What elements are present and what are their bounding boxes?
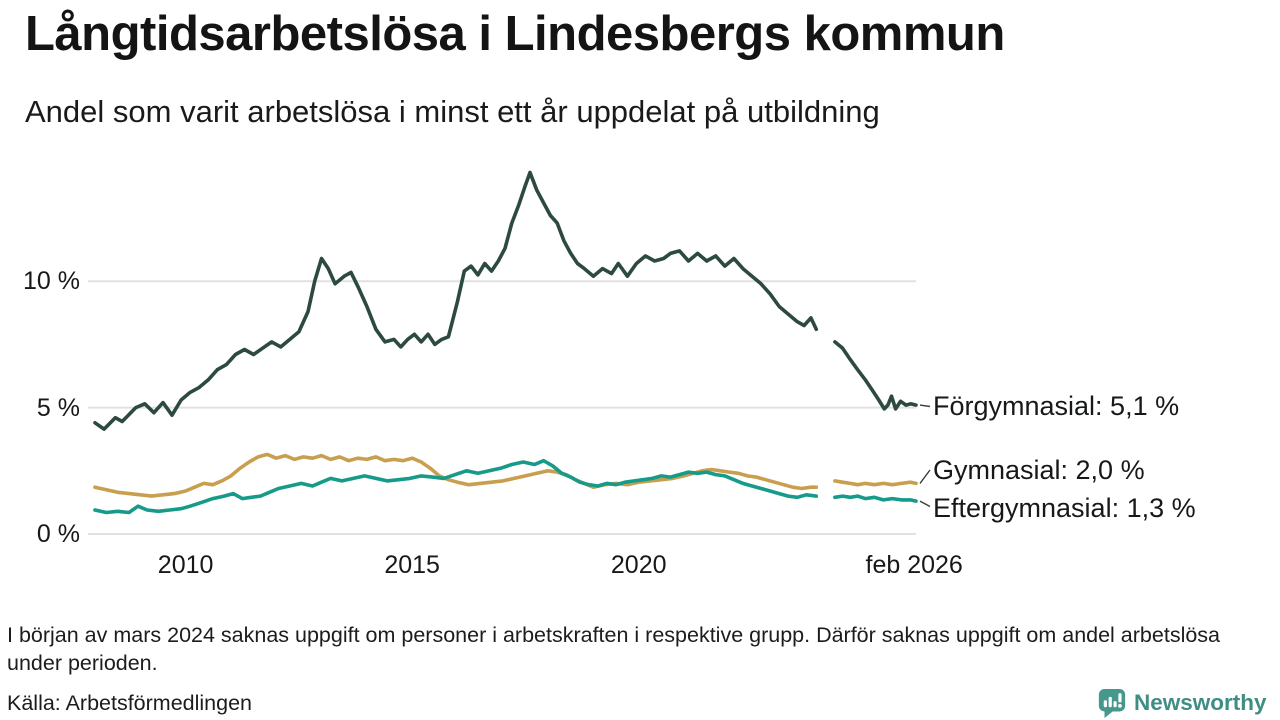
chart-footnote: I början av mars 2024 saknas uppgift om …: [7, 623, 1221, 676]
chart-subtitle: Andel som varit arbetslösa i minst ett å…: [25, 94, 880, 129]
series-line-eftergymnasial: [833, 494, 918, 503]
y-tick-label: 10 %: [23, 267, 80, 296]
y-tick-label: 0 %: [36, 520, 80, 548]
series-line-gymnasial: [93, 452, 819, 498]
x-tick-label: 2010: [157, 551, 214, 579]
series-line-forgymnasial: [93, 170, 819, 431]
series-label-eftergymnasial: Eftergymnasial: 1,3 %: [933, 493, 1196, 523]
newsworthy-logo: Newsworthy: [1097, 687, 1267, 719]
series-line-eftergymnasial: [93, 458, 819, 515]
newsworthy-logo-icon: [1098, 688, 1126, 718]
y-tick-label: 5 %: [36, 393, 80, 422]
series-label-forgymnasial: Förgymnasial: 5,1 %: [933, 391, 1180, 421]
series-line-gymnasial: [833, 479, 918, 487]
newsworthy-logo-text: Newsworthy: [1134, 690, 1267, 715]
series-line-forgymnasial: [833, 340, 918, 411]
label-leader-forgymnasial: [919, 404, 931, 408]
chart-title: Långtidsarbetslösa i Lindesbergs kommun: [25, 7, 1005, 61]
series-label-gymnasial: Gymnasial: 2,0 %: [933, 455, 1145, 485]
label-leader-gymnasial: [919, 469, 931, 484]
x-tick-label: feb 2026: [865, 551, 963, 579]
x-tick-label: 2020: [610, 551, 667, 579]
x-tick-label: 2015: [384, 551, 440, 579]
source-attribution: Källa: Arbetsförmedlingen: [7, 691, 253, 715]
label-leader-eftergymnasial: [919, 500, 931, 508]
